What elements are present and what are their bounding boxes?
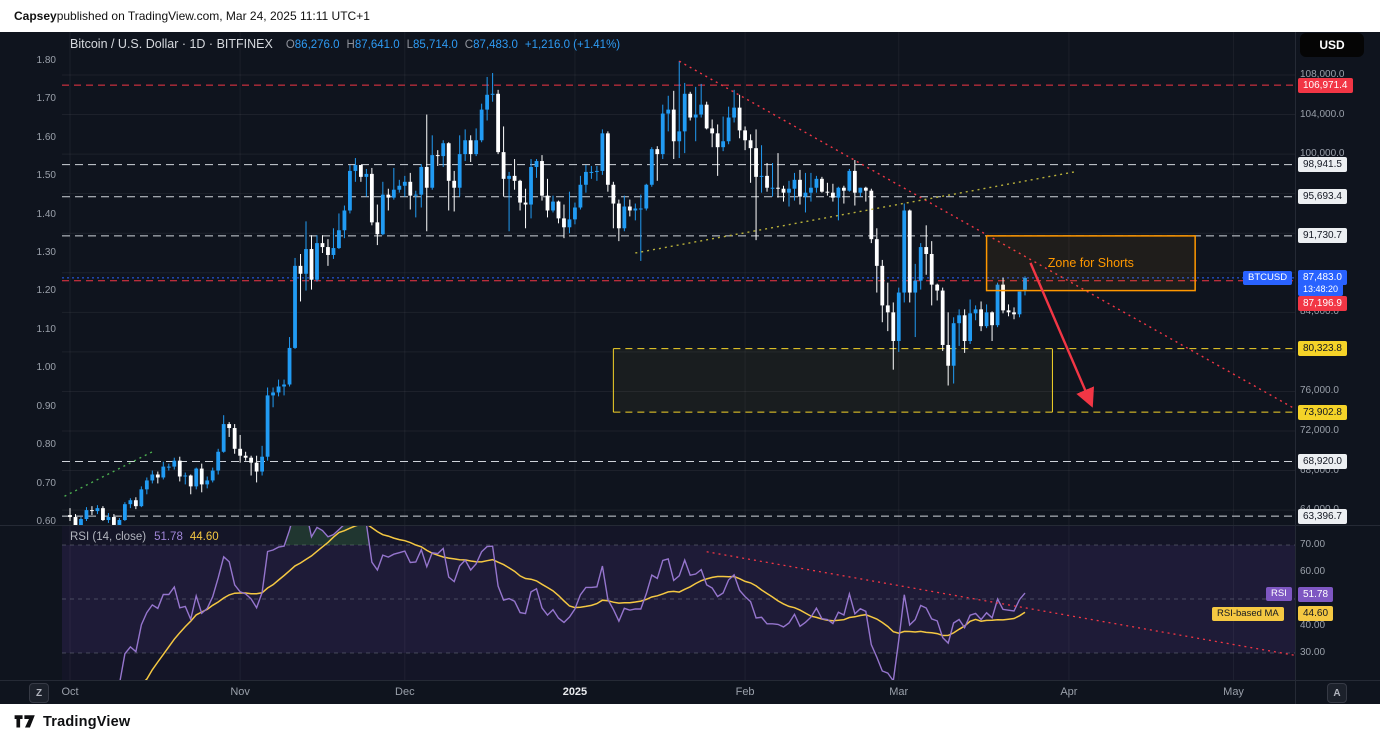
rsi-ma-value: 44.60 bbox=[189, 531, 219, 543]
publish-header: Capsey published on TradingView.com, Mar… bbox=[0, 0, 1380, 32]
rsi-legend: RSI (14, close) 51.78 44.60 bbox=[70, 531, 219, 543]
author-name: Capsey bbox=[14, 9, 57, 23]
currency-usd-button[interactable]: USD bbox=[1300, 33, 1364, 57]
ohlc-high-label: H bbox=[346, 39, 355, 51]
timezone-badge[interactable]: Z bbox=[29, 683, 49, 703]
ohlc-close-label: C bbox=[464, 39, 474, 51]
change-value: +1,216.0 (+1.41%) bbox=[524, 39, 621, 51]
brand-name: TradingView bbox=[43, 713, 131, 730]
symbol-legend: Bitcoin / U.S. Dollar · 1D · BITFINEX O86… bbox=[70, 37, 620, 51]
publish-info: published on TradingView.com, Mar 24, 20… bbox=[56, 9, 370, 23]
tradingview-logo bbox=[14, 714, 35, 727]
ohlc-close-value: 87,483.0 bbox=[473, 39, 518, 51]
zone-for-shorts-label[interactable]: Zone for Shorts bbox=[1048, 256, 1134, 270]
auto-scale-badge[interactable]: A bbox=[1327, 683, 1347, 703]
ohlc-low-value: 85,714.0 bbox=[413, 39, 458, 51]
footer: TradingView bbox=[0, 704, 1380, 739]
ohlc-open-label: O bbox=[285, 39, 295, 51]
ohlc-low-label: L bbox=[406, 39, 414, 51]
rsi-value: 51.78 bbox=[154, 531, 183, 543]
ohlc-open-value: 86,276.0 bbox=[294, 39, 340, 51]
rsi-title[interactable]: RSI (14, close) bbox=[70, 531, 147, 543]
ohlc-high-value: 87,641.0 bbox=[354, 39, 400, 51]
symbol-title[interactable]: Bitcoin / U.S. Dollar · 1D · BITFINEX bbox=[70, 37, 273, 51]
